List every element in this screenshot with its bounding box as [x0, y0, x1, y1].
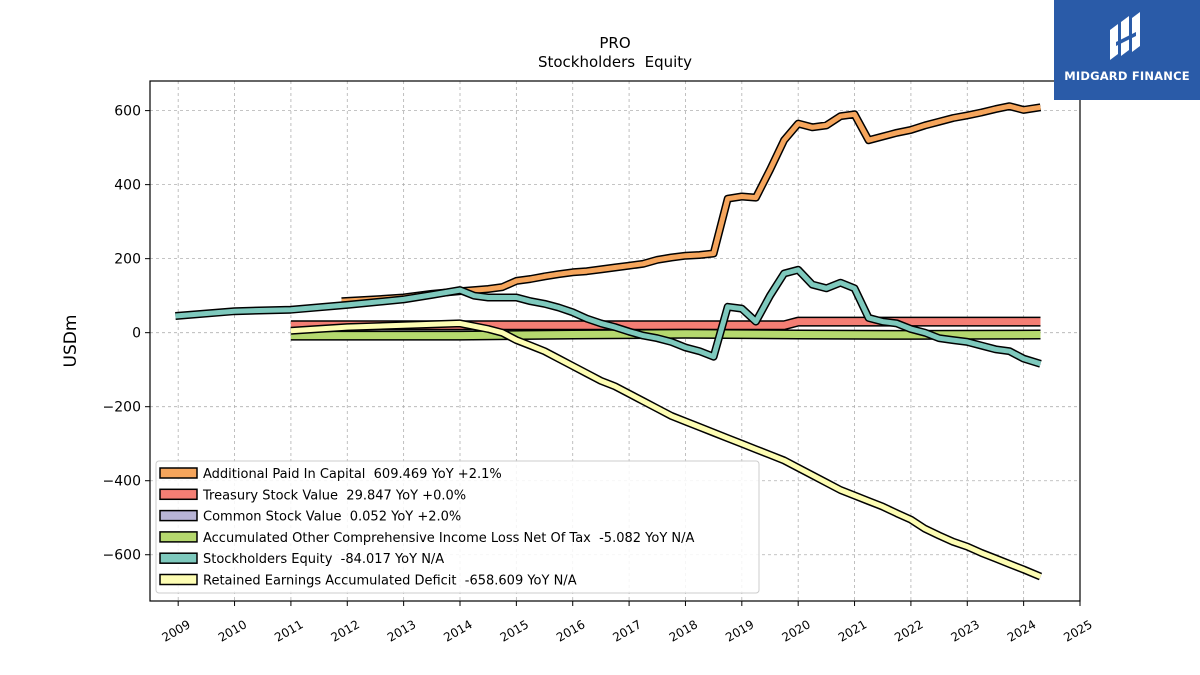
- legend-entry: Additional Paid In Capital 609.469 YoY +…: [203, 467, 502, 482]
- y-tick-label: 600: [114, 104, 141, 120]
- x-tick-label: 2025: [1061, 617, 1094, 644]
- series-line: [341, 103, 1041, 304]
- x-tick-label: 2020: [779, 617, 812, 644]
- y-tick-label: 400: [114, 178, 141, 194]
- x-tick-label: 2022: [892, 617, 925, 644]
- series-outline: [341, 102, 1042, 306]
- x-tick-label: 2023: [949, 617, 982, 644]
- y-tick-label: 200: [114, 252, 141, 268]
- x-tick-label: 2011: [272, 617, 305, 644]
- series-stockholders-equity: [175, 265, 1042, 368]
- series-retained-earnings-accumulated-deficit: [290, 319, 1043, 581]
- legend-entry: Treasury Stock Value 29.847 YoY +0.0%: [202, 488, 466, 503]
- series-line: [175, 267, 1042, 367]
- series-line: [290, 330, 1041, 340]
- midgard-logo-icon: [1110, 12, 1140, 60]
- legend-swatch: [159, 488, 198, 501]
- series-line: [290, 320, 1042, 579]
- y-tick-label: −200: [103, 400, 141, 416]
- y-axis-label: USDm: [61, 315, 81, 368]
- legend-swatch: [159, 531, 198, 543]
- legend-entry: Common Stock Value 0.052 YoY +2.0%: [203, 510, 461, 525]
- x-tick-label: 2010: [216, 617, 249, 644]
- legend-entry: Stockholders Equity -84.017 YoY N/A: [203, 552, 444, 567]
- legend-entry: Retained Earnings Accumulated Deficit -6…: [203, 574, 577, 589]
- y-tick-label: −600: [103, 548, 141, 564]
- x-tick-label: 2013: [385, 617, 418, 644]
- series-additional-paid-in-capital: [341, 102, 1042, 306]
- x-tick-label: 2014: [441, 617, 474, 644]
- legend-box: [155, 460, 760, 594]
- x-tick-label: 2016: [554, 617, 587, 644]
- chart-title: PRO: [599, 34, 630, 52]
- x-tick-label: 2017: [610, 617, 643, 644]
- legend-swatch: [159, 467, 198, 479]
- x-tick-label: 2024: [1005, 617, 1038, 644]
- legend-swatch: [159, 573, 198, 586]
- legend-entry: Accumulated Other Comprehensive Income L…: [203, 531, 694, 546]
- x-tick-label: 2018: [667, 617, 700, 644]
- legend-swatch: [159, 509, 198, 522]
- series-lines: [175, 102, 1043, 581]
- legend: Additional Paid In Capital 609.469 YoY +…: [155, 460, 760, 594]
- x-tick-label: 2012: [329, 617, 362, 644]
- x-tick-label: 2009: [159, 617, 192, 644]
- series-accumulated-other-comprehensive-income-loss-net-of-tax: [290, 328, 1041, 341]
- y-tick-label: 0: [132, 326, 141, 342]
- x-tick-label: 2021: [836, 617, 869, 644]
- logo-text: MIDGARD FINANCE: [1064, 69, 1190, 83]
- midgard-finance-logo: MIDGARD FINANCE: [1054, 0, 1200, 100]
- chart-subtitle: Stockholders Equity: [538, 53, 692, 71]
- y-tick-label: −400: [103, 474, 141, 490]
- legend-swatch: [159, 552, 198, 564]
- grid-lines: [150, 81, 1081, 601]
- plot-area-frame: [149, 80, 1081, 602]
- x-tick-label: 2015: [498, 617, 531, 644]
- x-tick-label: 2019: [723, 617, 756, 644]
